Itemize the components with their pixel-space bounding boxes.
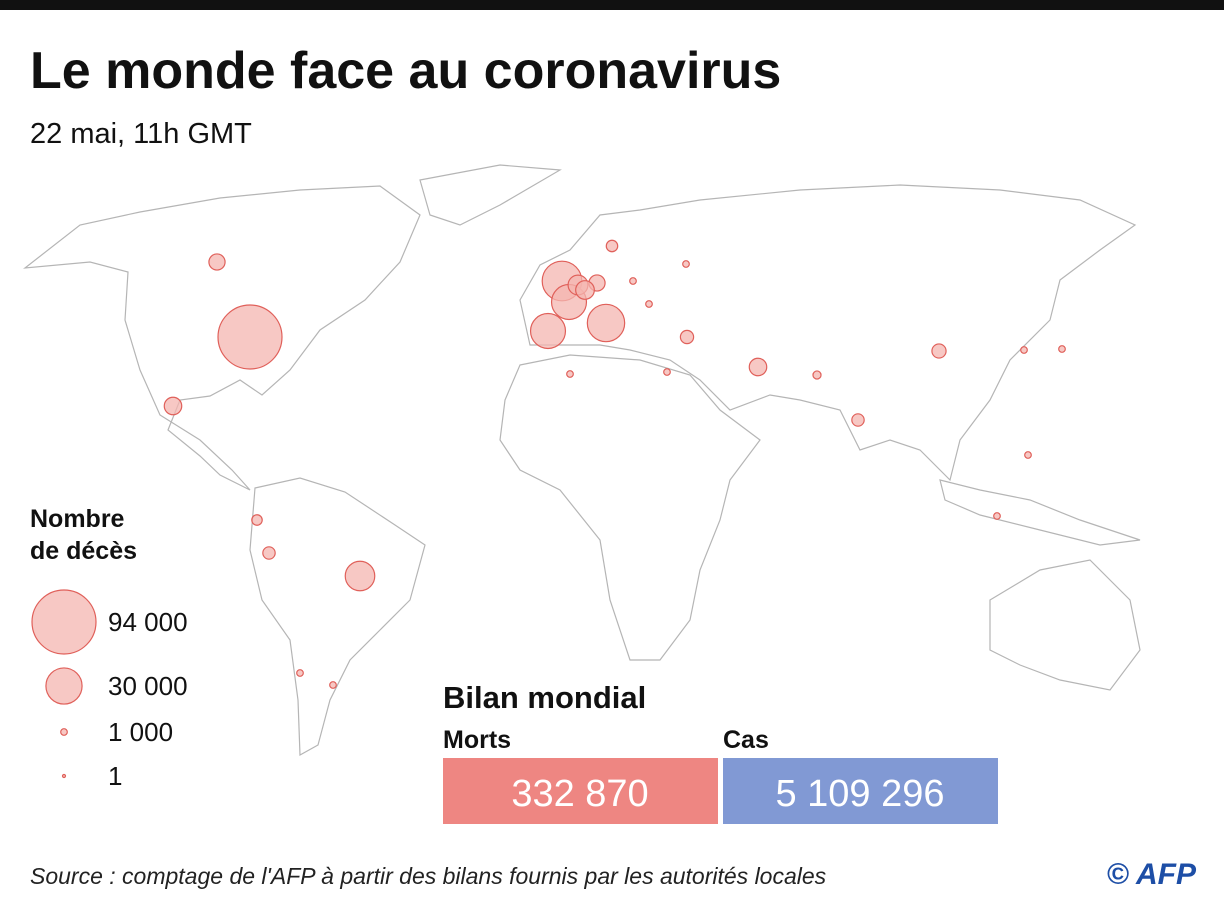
world-map [23, 164, 1141, 756]
death-bubble [679, 329, 695, 345]
death-bubble [1020, 346, 1028, 354]
death-bubble [208, 253, 226, 271]
death-bubble [1058, 345, 1066, 353]
cases-box [723, 758, 998, 824]
death-bubble [217, 304, 283, 370]
legend-title: Nombre [30, 505, 125, 533]
death-bubble [586, 303, 626, 343]
death-bubble [629, 277, 637, 285]
legend-bubble [31, 589, 97, 655]
cases-label: Cas [723, 726, 769, 754]
legend-bubble [60, 728, 68, 736]
death-bubble [344, 560, 376, 592]
title: Le monde face au coronavirus [30, 42, 781, 100]
death-bubble [251, 514, 263, 526]
death-bubble [262, 546, 276, 560]
deaths-value: 332 870 [511, 773, 648, 815]
legend-title: de décès [30, 537, 137, 565]
source: Source : comptage de l'AFP à partir des … [30, 863, 827, 889]
death-bubble [645, 300, 653, 308]
legend-bubble [61, 773, 67, 779]
death-bubble [529, 312, 567, 350]
legend-label: 1 000 [108, 717, 173, 747]
death-bubble [566, 370, 574, 378]
map-bubbles [163, 239, 1066, 689]
legend-label: 30 000 [108, 671, 188, 701]
legend-label: 1 [108, 761, 122, 791]
subtitle: 22 mai, 11h GMT [30, 118, 252, 150]
death-bubble [931, 343, 947, 359]
death-bubble [663, 368, 671, 376]
death-bubble [812, 370, 822, 380]
death-bubble [575, 280, 595, 300]
death-bubble [682, 260, 690, 268]
death-bubble [605, 239, 619, 253]
deaths-label: Morts [443, 726, 511, 754]
death-bubble [1024, 451, 1032, 459]
credit: © AFP [1107, 858, 1197, 891]
top-bar [0, 0, 1224, 10]
cases-value: 5 109 296 [775, 773, 944, 815]
death-bubble [329, 681, 337, 689]
death-bubble [993, 512, 1001, 520]
deaths-box [443, 758, 718, 824]
legend: 94 000 30 000 1 000 1 [31, 589, 188, 791]
legend-bubble [45, 667, 83, 705]
death-bubble [296, 669, 304, 677]
summary-title: Bilan mondial [443, 680, 646, 715]
death-bubble [851, 413, 865, 427]
death-bubble [163, 396, 183, 416]
legend-label: 94 000 [108, 607, 188, 637]
death-bubble [748, 357, 768, 377]
